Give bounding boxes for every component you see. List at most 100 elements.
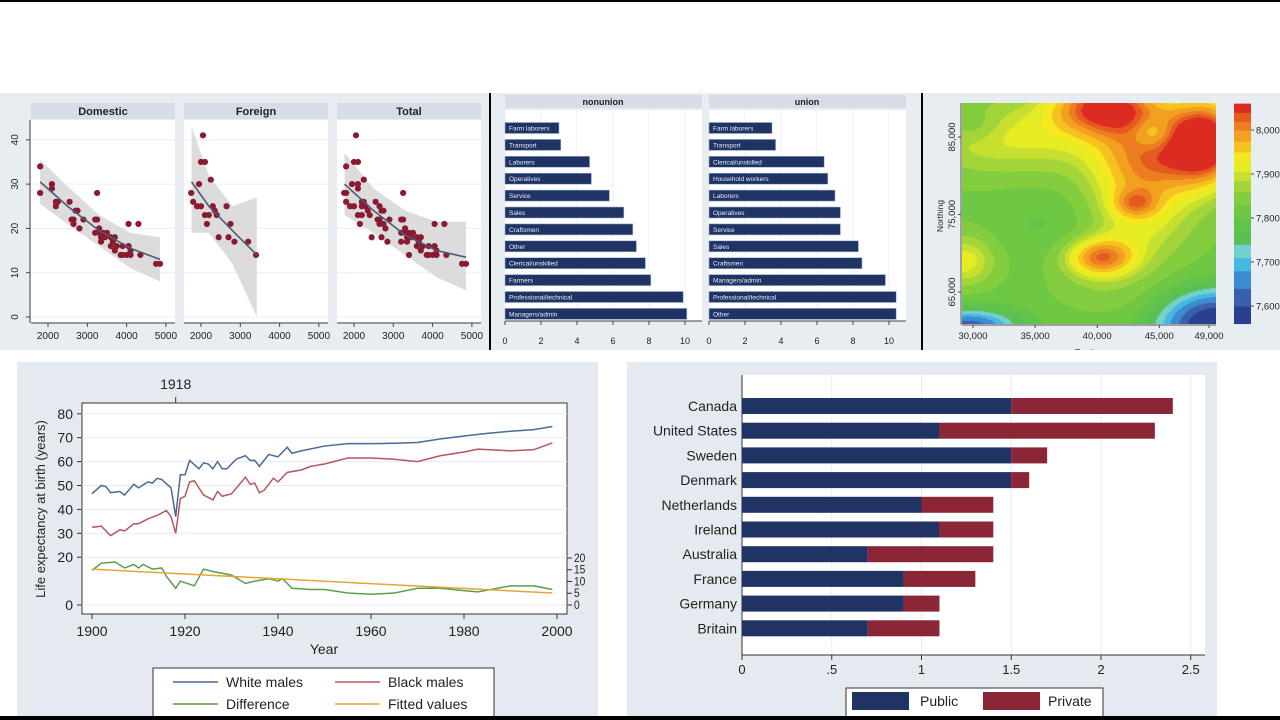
bar-segment-private (939, 521, 994, 538)
data-point (227, 220, 234, 228)
data-point (201, 158, 209, 166)
bar-label: Sales (509, 210, 526, 217)
data-point (462, 260, 470, 267)
series-line-black-males (91, 442, 553, 537)
panel-header (184, 103, 328, 119)
bar-segment-public (742, 521, 940, 538)
legend-item: Private (983, 692, 1092, 710)
bar-label: Other (713, 311, 730, 318)
contour-map-surface (962, 103, 1216, 324)
bar-label: Operatives (713, 210, 745, 217)
bar-segment-public (742, 595, 904, 612)
bar: Transport (504, 139, 562, 151)
colorbar-tick-label: 7,900 (1256, 170, 1280, 181)
fit-line (39, 181, 161, 261)
bar-rect (504, 206, 625, 219)
panel-title: union (795, 97, 820, 107)
x-tick-label: 49,000 (1194, 331, 1223, 342)
bar: Farm laborers (504, 122, 560, 134)
y-tick-label: 80 (57, 406, 73, 422)
data-point (376, 203, 383, 210)
colorbar-swatch (1234, 244, 1251, 259)
x-tick-label: 6 (610, 336, 615, 346)
x-tick-label: 6 (814, 336, 819, 346)
colorbar-swatch (1234, 160, 1251, 173)
bar: Sales (504, 206, 625, 219)
data-point (94, 189, 101, 197)
colorbar-tick-label: 7,600 (1256, 302, 1280, 313)
data-point (372, 198, 379, 205)
x-tick-label: 30,000 (958, 331, 987, 342)
category-label: Denmark (680, 472, 738, 488)
data-point (343, 163, 350, 170)
legend-label: Private (1048, 693, 1092, 709)
panel-title: Domestic (78, 106, 128, 118)
legend: Public Private (845, 687, 1104, 720)
y-tick-label: 60 (57, 454, 73, 470)
y-tick-label: 70 (57, 430, 73, 446)
x-tick-label: 3000 (76, 331, 99, 342)
stacked-bar: France (693, 570, 976, 587)
data-point (97, 238, 105, 245)
legend-label: Public (920, 693, 958, 709)
data-point (356, 220, 363, 228)
data-point (205, 212, 212, 219)
stacked-bar: Australia (683, 546, 994, 563)
colorbar-swatch (1234, 218, 1251, 232)
bar-rect (504, 257, 646, 270)
legend-label: White males (226, 674, 303, 690)
y-tick-label: 10 (10, 267, 21, 279)
x-tick-label: 4 (574, 336, 579, 346)
x-tick-label: 4000 (268, 331, 291, 342)
colorbar-swatch (1234, 288, 1251, 307)
data-point (384, 238, 391, 245)
category-label: Australia (683, 546, 738, 562)
data-point (401, 225, 409, 232)
legend-swatch (852, 692, 909, 710)
x-tick-label: 2000 (541, 623, 572, 639)
x-tick-label: 1980 (448, 623, 479, 639)
legend: White males Black males Difference Fitted v… (152, 667, 495, 720)
bar-segment-private (867, 620, 940, 637)
scatter-panel-total: Total 2000 3000 4000 5000 (337, 103, 483, 342)
legend-box (152, 667, 495, 720)
data-point (409, 229, 417, 236)
bar-rect (708, 122, 773, 134)
bar: Laborers (504, 156, 590, 168)
panel-title: Foreign (236, 106, 277, 118)
health-spending-chart: 0 .5 1 1.5 2 2.5 Canada United States Sweden Denm… (627, 362, 1217, 720)
colorbar-swatch (1234, 231, 1251, 245)
bar-segment-private (1011, 472, 1030, 489)
x-tick-label: 40,000 (1083, 331, 1112, 342)
data-point (135, 220, 142, 228)
y-tick-label: 40 (10, 134, 21, 146)
bar: Household workers (708, 172, 829, 185)
x-tick-label: 2 (1097, 662, 1104, 677)
data-point (376, 216, 383, 223)
legend-item: White males (173, 674, 303, 690)
annotation-label-1918: 1918 (160, 376, 191, 392)
bar-rect (708, 223, 841, 236)
panel-title: nonunion (583, 97, 624, 107)
stacked-bar: Denmark (680, 472, 1030, 489)
x-tick-label: 8 (646, 336, 651, 346)
bar-segment-private (1011, 447, 1048, 464)
data-point (113, 243, 120, 250)
bar: Farmers (504, 274, 652, 286)
bar-rect (708, 291, 897, 303)
bar-label: Professional/technical (509, 295, 573, 302)
data-point (352, 132, 360, 139)
data-point (54, 198, 61, 205)
bar-label: Clerical/unskilled (713, 159, 762, 166)
y-tick-label: 85,000 (947, 122, 958, 151)
legend-label: Fitted values (388, 696, 467, 712)
data-point (203, 220, 210, 228)
bar-rect (504, 189, 610, 202)
colorbar-swatch (1234, 171, 1251, 182)
y-axis-title: Northing (935, 200, 945, 232)
stacked-bar: United States (653, 422, 1155, 439)
bar-rect (504, 308, 688, 320)
data-point (405, 251, 413, 259)
x-axis-title: Year (310, 641, 339, 657)
